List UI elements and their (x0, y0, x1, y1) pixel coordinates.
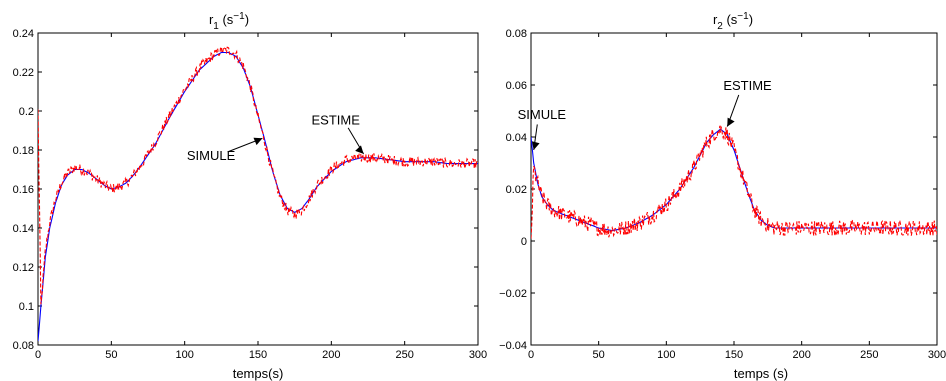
y-tick-label: 0.2 (19, 106, 34, 118)
y-tick-label: 0.08 (506, 28, 527, 40)
x-tick-label: 200 (792, 349, 810, 361)
x-tick-label: 150 (249, 349, 267, 361)
annotation-arrow-head (727, 117, 735, 127)
annotation-label: ESTIME (312, 113, 361, 128)
y-tick-label: 0.24 (13, 28, 34, 40)
x-tick-label: 100 (175, 349, 193, 361)
annotation-label: SIMULE (518, 107, 567, 122)
axes-frame (37, 32, 479, 346)
x-tick-label: 300 (928, 349, 946, 361)
y-tick-label: −0.02 (499, 288, 527, 300)
xlabel-r1: temps(s) (233, 366, 284, 381)
y-tick-label: 0.06 (506, 80, 527, 92)
annotation-arrow-head (531, 141, 540, 150)
x-tick-label: 0 (528, 349, 534, 361)
panel-r1: r1 (s−1) 0 50 100 150 200 250 300 0.08 0.1 0.12 0.… (13, 11, 488, 381)
annotation-label: ESTIME (723, 78, 772, 93)
y-tick-label: 0.16 (13, 184, 34, 196)
x-tick-label: 200 (322, 349, 340, 361)
x-tick-label: 250 (860, 349, 878, 361)
series-estimated (531, 125, 937, 239)
y-tick-label: 0.02 (506, 184, 527, 196)
x-tick-label: 150 (725, 349, 743, 361)
y-tick-label: 0.1 (19, 301, 34, 313)
x-tick-label: 0 (35, 349, 41, 361)
annotation-arrow-head (355, 145, 364, 154)
axes-frame (530, 32, 938, 346)
plot-area-r1: 0 50 100 150 200 250 300 0.08 0.1 0.12 0.14 0.16 0.1… (13, 28, 488, 361)
panel-r2: r2 (s−1) 0 50 100 150 200 250 300 −0.04 −0.02 0 0.… (499, 11, 946, 381)
y-tick-label: 0.18 (13, 145, 34, 157)
annotation-arrow-head (253, 137, 263, 146)
annotation-label: SIMULE (187, 148, 236, 163)
xlabel-r2: temps (s) (734, 366, 788, 381)
series-estimated (38, 45, 478, 305)
y-tick-label: 0.14 (13, 223, 34, 235)
x-tick-label: 50 (593, 349, 605, 361)
y-tick-label: −0.04 (499, 340, 527, 352)
x-tick-label: 250 (395, 349, 413, 361)
y-tick-label: 0.22 (13, 67, 34, 79)
y-tick-label: 0.04 (506, 132, 527, 144)
title-r2: r2 (s−1) (713, 11, 753, 32)
x-tick-label: 300 (469, 349, 487, 361)
x-tick-label: 50 (105, 349, 117, 361)
y-tick-label: 0 (521, 236, 527, 248)
y-tick-label: 0.08 (13, 340, 34, 352)
title-r1: r1 (s−1) (209, 11, 249, 32)
plot-area-r2: 0 50 100 150 200 250 300 −0.04 −0.02 0 0.02 0.04 0.0… (499, 28, 946, 361)
y-tick-label: 0.12 (13, 262, 34, 274)
x-tick-label: 100 (657, 349, 675, 361)
